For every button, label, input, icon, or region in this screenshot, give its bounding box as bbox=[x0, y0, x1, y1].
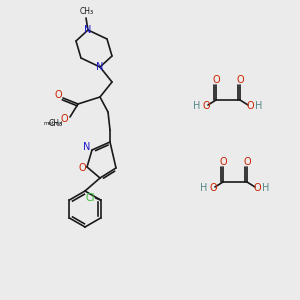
Text: H: H bbox=[262, 183, 270, 193]
Text: O: O bbox=[202, 101, 210, 111]
Text: CH₃: CH₃ bbox=[80, 7, 94, 16]
Text: Cl: Cl bbox=[86, 193, 95, 203]
Text: N: N bbox=[96, 62, 104, 72]
Text: O: O bbox=[253, 183, 261, 193]
Text: O: O bbox=[209, 183, 217, 193]
Text: CH₃: CH₃ bbox=[49, 118, 63, 127]
Text: H: H bbox=[255, 101, 263, 111]
Text: O: O bbox=[219, 157, 227, 167]
Text: N: N bbox=[84, 25, 92, 35]
Text: O: O bbox=[243, 157, 251, 167]
Text: O: O bbox=[54, 90, 62, 100]
Text: O: O bbox=[236, 75, 244, 85]
Text: H: H bbox=[193, 101, 201, 111]
Text: H: H bbox=[200, 183, 208, 193]
Text: O: O bbox=[246, 101, 254, 111]
Text: O: O bbox=[78, 163, 86, 173]
Text: O: O bbox=[60, 114, 68, 124]
Text: methyl: methyl bbox=[44, 122, 63, 127]
Text: O: O bbox=[212, 75, 220, 85]
Text: N: N bbox=[83, 142, 91, 152]
